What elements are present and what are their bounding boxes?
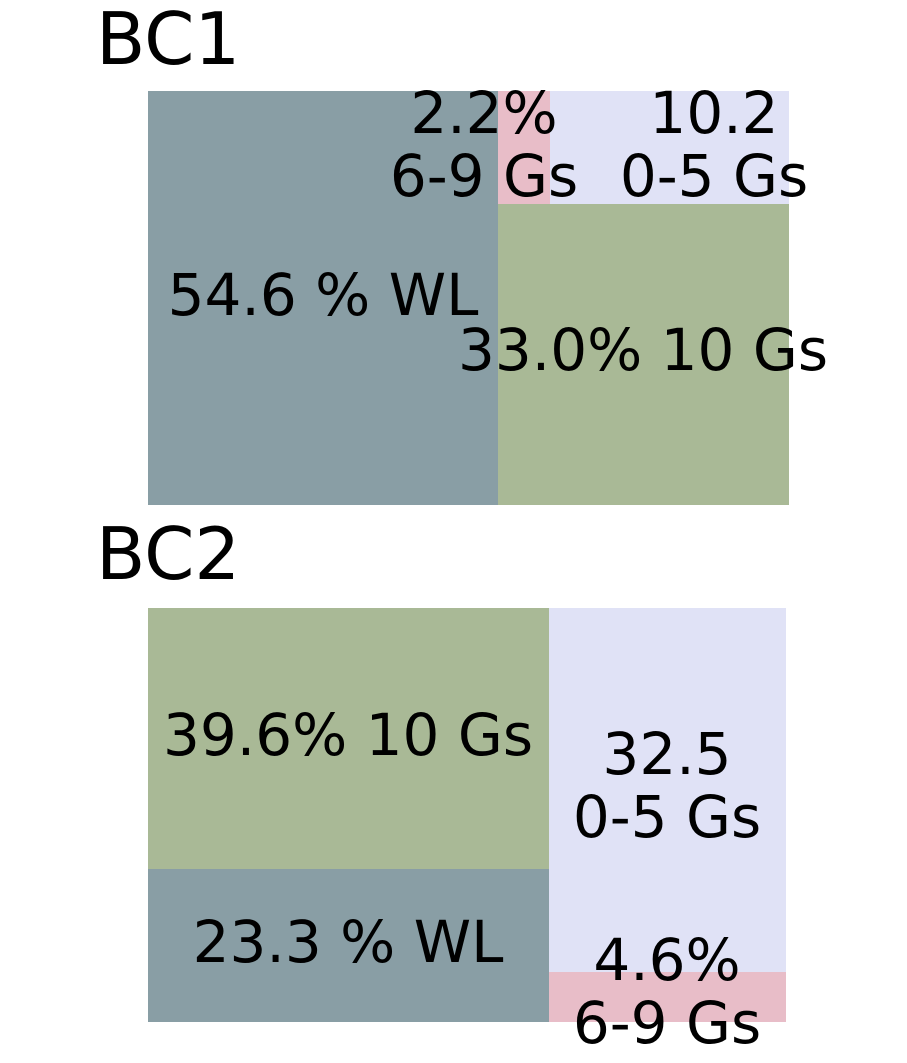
treemap-bc1: BC1 54.6 % WL 33.0% 10 Gs 2.2% 6-9 Gs 10… [96,0,828,505]
tile-label-bc2-6-9gs-name: 6-9 Gs [573,989,761,1057]
tile-bc2-0-5gs [549,608,786,972]
tile-label-bc1-0-5gs-name: 0-5 Gs [620,142,808,210]
tile-bc1-0-5gs [550,91,789,204]
tile-label-bc1-10gs: 33.0% 10 Gs [458,316,828,384]
tile-bc1-6-9gs [498,91,550,204]
tile-label-bc1-6-9gs-value: 2.2% [410,79,557,147]
tile-label-bc2-6-9gs-value: 4.6% [593,926,740,994]
tile-bc2-wl [148,869,549,1022]
tile-label-bc2-wl: 23.3 % WL [193,908,504,976]
tile-label-bc1-6-9gs-name: 6-9 Gs [390,142,578,210]
tile-bc1-wl [148,91,498,505]
tile-label-bc2-0-5gs-name: 0-5 Gs [573,783,761,851]
tile-label-bc1-wl: 54.6 % WL [168,261,479,329]
tile-label-bc1-0-5gs-value: 10.2 [649,79,778,147]
chart-title-bc2: BC2 [96,512,240,596]
tile-label-bc2-10gs: 39.6% 10 Gs [163,701,533,769]
tile-bc1-10gs [498,204,789,505]
tile-label-bc2-0-5gs-value: 32.5 [602,720,731,788]
tile-bc2-10gs [148,608,549,869]
tile-bc2-6-9gs [549,972,786,1022]
treemap-bc2: BC2 39.6% 10 Gs 23.3 % WL 32.5 0-5 Gs 4.… [96,512,786,1057]
chart-title-bc1: BC1 [96,0,240,81]
